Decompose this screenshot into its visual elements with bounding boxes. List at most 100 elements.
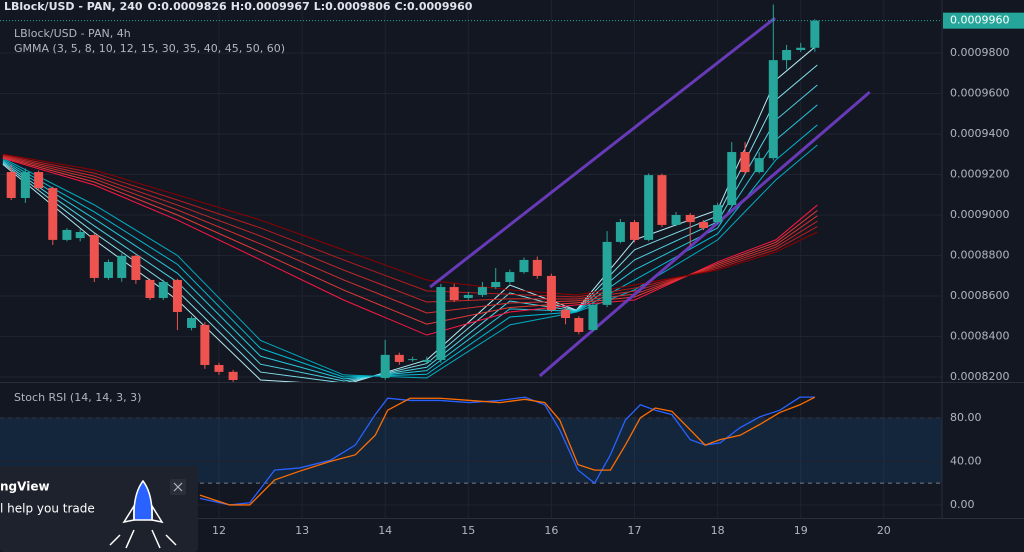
trend-line [429, 16, 776, 289]
candle-body [228, 371, 238, 380]
candle-body [34, 172, 44, 189]
x-tick-label: 20 [877, 524, 891, 537]
x-tick-label: 17 [628, 524, 642, 537]
gmma-line [2, 153, 818, 296]
gmma-line [2, 157, 818, 336]
y-tick-label: 0.00 [950, 498, 975, 511]
y-tick-label: 0.0009600 [950, 87, 1010, 100]
symbol-header: LBlock/USD - PAN, 240 O:0.0009826 H:0.0009… [4, 0, 473, 13]
axes: 12 13 14 15 16 17 18 19 20 0.0008200 0.0008400 0.00… [0, 0, 1024, 537]
x-tick-label: 13 [295, 524, 309, 537]
candle-body [463, 294, 473, 298]
rocket-trails [109, 529, 177, 549]
rocket-body [133, 479, 153, 521]
popup-text: l help you trade [0, 502, 95, 516]
candle-body [685, 214, 695, 223]
x-tick-label: 18 [711, 524, 725, 537]
candle-body [172, 279, 182, 312]
candle-body [740, 152, 750, 173]
ohlc-low: L:0.0009806 [314, 0, 391, 13]
y-tick-label: 40.00 [950, 454, 982, 467]
candle-body [380, 354, 390, 378]
y-tick-label: 0.0009000 [950, 208, 1010, 221]
candle-body [131, 255, 141, 280]
candle-body [89, 235, 99, 278]
candle-body [62, 229, 72, 240]
close-button[interactable] [170, 479, 186, 495]
candle-body [187, 318, 197, 328]
stoch-line [199, 396, 816, 506]
y-tick-label: 0.0008400 [950, 329, 1010, 342]
candle-body [75, 231, 85, 239]
rocket-fins [122, 503, 164, 524]
y-tick-label: 0.0008200 [950, 370, 1010, 383]
candle-body [394, 354, 404, 362]
candle-body [754, 158, 764, 173]
popup-title: ngView [0, 480, 50, 494]
indicator-title: GMMA (3, 5, 8, 10, 12, 15, 30, 35, 40, 4… [14, 42, 285, 55]
x-tick-label: 15 [461, 524, 475, 537]
candle-body [200, 324, 210, 365]
candle-body [644, 175, 654, 240]
candle-body [505, 272, 515, 282]
gmma-line [2, 124, 818, 378]
ohlc-open: O:0.0009826 [148, 0, 228, 13]
candle-body [491, 281, 501, 288]
candle-body [671, 214, 681, 225]
y-tick-label: 0.0009400 [950, 127, 1010, 140]
y-tick-label: 0.0008600 [950, 289, 1010, 302]
candle-body [768, 60, 778, 159]
candle-body [20, 172, 30, 198]
candle-body [657, 175, 667, 225]
candle-body [145, 279, 155, 298]
gmma-line [2, 155, 818, 303]
y-tick-label: 0.0009200 [950, 168, 1010, 181]
candle-body [48, 188, 58, 240]
ohlc-high: H:0.0009967 [231, 0, 310, 13]
promo-popup: ngView l help you trade [0, 466, 198, 552]
gmma-line [2, 156, 818, 314]
x-tick-label: 19 [794, 524, 808, 537]
candle-body [117, 255, 127, 278]
candle-body [422, 359, 432, 362]
candle-body [477, 287, 487, 295]
candle-body [546, 275, 556, 310]
candle-body [519, 259, 529, 273]
last-price-box [943, 12, 1024, 29]
y-tick-label: 0.0009800 [950, 46, 1010, 59]
candle-body [532, 259, 542, 276]
symbol: LBlock/USD - PAN, 240 [4, 0, 143, 13]
x-tick-label: 16 [544, 524, 558, 537]
candle-body [6, 172, 16, 198]
candle-body [602, 241, 612, 305]
stoch-line [199, 396, 815, 506]
candle-body [561, 309, 571, 319]
stoch-title: Stoch RSI (14, 14, 3, 3) [14, 391, 141, 404]
popup-box [0, 466, 198, 552]
chart-title: LBlock/USD - PAN, 4h [14, 27, 131, 40]
gmma-line [2, 157, 818, 325]
candle-body [713, 205, 723, 223]
last-price-label: 0.0009960 [950, 14, 1010, 27]
close-icon[interactable] [173, 482, 183, 492]
candle-body [630, 222, 640, 240]
candle-body [574, 318, 584, 332]
candle-body [103, 261, 113, 278]
candle-body [588, 304, 598, 330]
x-tick-label: 14 [378, 524, 392, 537]
candle-body [782, 50, 792, 61]
candle-body [796, 47, 806, 51]
candle-body [449, 287, 459, 301]
candle-body [615, 222, 625, 242]
candle-body [727, 152, 737, 206]
candle-body [214, 364, 224, 372]
candle-body [158, 281, 168, 298]
price-pane [0, 0, 942, 382]
candle-body [436, 287, 446, 360]
y-tick-label: 80.00 [950, 411, 982, 424]
candle-body [698, 222, 708, 228]
x-tick-label: 12 [212, 524, 226, 537]
candle-body [408, 359, 418, 361]
